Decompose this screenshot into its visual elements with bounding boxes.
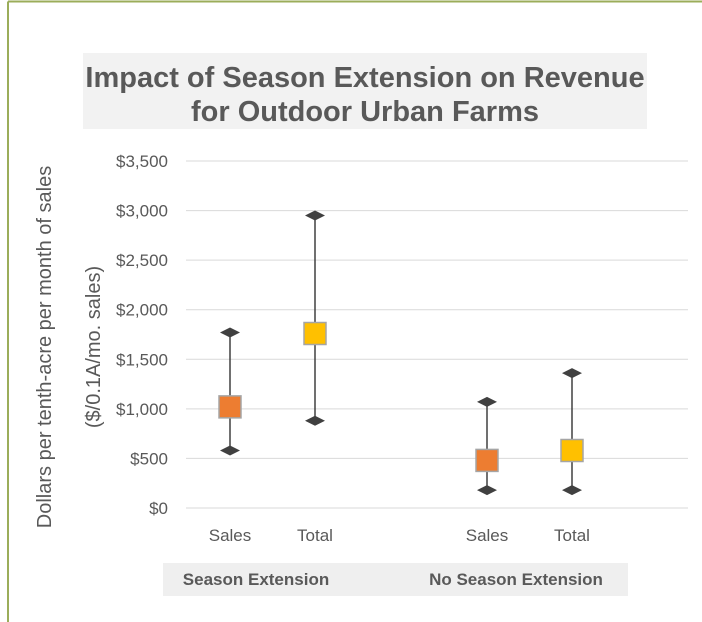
y-tick-label: $3,000 [116, 202, 168, 221]
min-marker [477, 485, 497, 496]
title-background [83, 53, 647, 129]
group-label-no-season-extension: No Season Extension [429, 570, 603, 589]
chart-title-line-1: Impact of Season Extension on Revenue [85, 62, 644, 94]
y-tick-label: $2,500 [116, 251, 168, 270]
y-axis-title-line-2: ($/0.1A/mo. sales) [83, 266, 105, 428]
y-tick-label: $500 [130, 449, 168, 468]
y-tick-label: $3,500 [116, 152, 168, 171]
min-marker [220, 445, 240, 456]
y-tick-label: $1,000 [116, 400, 168, 419]
data-point [303, 321, 327, 346]
max-marker [477, 396, 497, 407]
max-marker [220, 327, 240, 338]
group-label-background [163, 563, 628, 596]
max-marker [562, 368, 582, 379]
data-point [218, 395, 242, 419]
plot-area: $0 $500 $1,000 $1,500 $2,000 $2,500 $3,000 $3,5… [116, 152, 688, 545]
x-tick-label: Sales [209, 526, 252, 545]
x-tick-label: Sales [466, 526, 509, 545]
y-axis-title-line-1: Dollars per tenth-acre per month of sale… [34, 166, 56, 528]
chart-title-line-2: for Outdoor Urban Farms [191, 96, 539, 128]
group-label-season-extension: Season Extension [183, 570, 329, 589]
y-tick-label: $0 [149, 499, 168, 518]
x-tick-label: Total [554, 526, 590, 545]
data-point [475, 448, 499, 473]
data-point [560, 438, 584, 463]
min-marker [562, 485, 582, 496]
y-tick-label: $2,000 [116, 301, 168, 320]
max-marker [305, 210, 325, 221]
x-tick-label: Total [297, 526, 333, 545]
y-tick-label: $1,500 [116, 350, 168, 369]
min-marker [305, 415, 325, 426]
